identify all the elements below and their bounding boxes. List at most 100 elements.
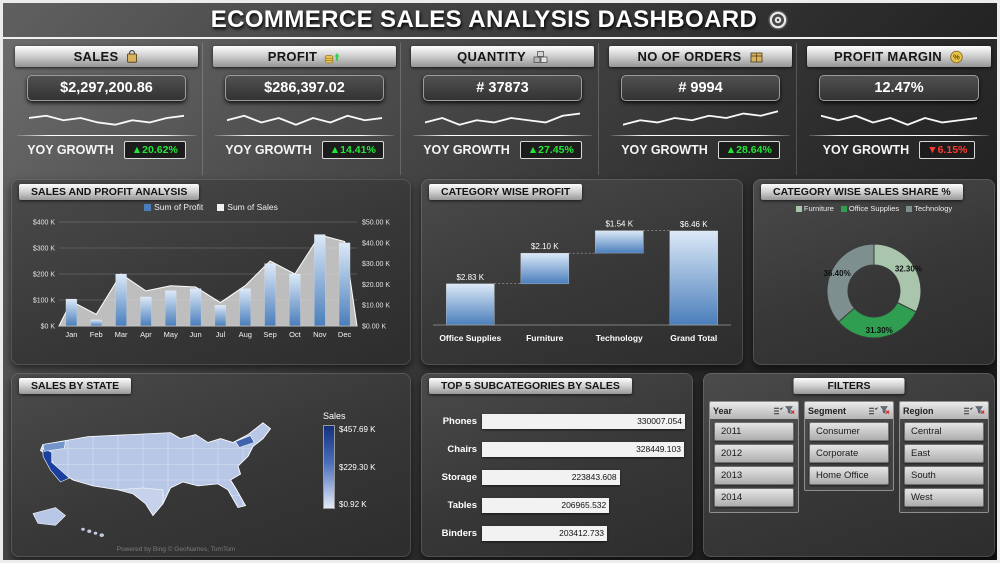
svg-text:$100 K: $100 K [33, 298, 56, 305]
yoy-row: YOY GROWTH ▲14.41% [213, 141, 396, 159]
svg-text:Jul: Jul [216, 330, 226, 339]
divider [413, 135, 592, 136]
slicer-option-corporate[interactable]: Corporate [809, 444, 889, 463]
multiselect-icon[interactable] [869, 406, 878, 415]
subcategory-label: Chairs [447, 443, 477, 455]
slicers: Year 2011 2012 2013 2014 Segment [709, 401, 989, 549]
top5-subcategories-panel: TOP 5 SUBCATEGORIES BY SALES Phones 33000… [421, 373, 693, 557]
slicer-option-2014[interactable]: 2014 [714, 488, 794, 507]
svg-text:Dec: Dec [338, 330, 352, 339]
slicer-option-east[interactable]: East [904, 444, 984, 463]
slicer-option-consumer[interactable]: Consumer [809, 422, 889, 441]
slicer-segment: Segment Consumer Corporate Home Office [804, 401, 894, 491]
kpi-header: QUANTITY [411, 46, 594, 67]
subcategory-bar: 328449.103 [482, 441, 684, 457]
orders-sparkline [623, 110, 778, 126]
multiselect-icon[interactable] [774, 406, 783, 415]
slicer-option-central[interactable]: Central [904, 422, 984, 441]
combo-legend: Sum of Profit Sum of Sales [11, 202, 411, 212]
divider [215, 135, 394, 136]
charts-row: SALES AND PROFIT ANALYSIS Sum of Profit … [11, 179, 995, 365]
kpi-label: SALES [73, 49, 119, 64]
svg-text:$20.00 K: $20.00 K [362, 282, 390, 289]
svg-text:Apr: Apr [140, 330, 152, 339]
subcategory-value: 203412.733 [559, 528, 605, 538]
category-sales-share-panel: CATEGORY WISE SALES SHARE % Furniture Off… [753, 179, 995, 365]
svg-text:May: May [164, 330, 178, 339]
dashboard-title: ECOMMERCE SALES ANALYSIS DASHBOARD [210, 6, 758, 33]
svg-text:$200 K: $200 K [33, 272, 56, 279]
svg-text:$10.00 K: $10.00 K [362, 303, 390, 310]
state-washington [42, 440, 66, 452]
slicer-header: Segment [805, 402, 893, 419]
slicer-name: Region [903, 405, 934, 416]
map-attribution: Powered by Bing © GeoNames, TomTom [116, 546, 236, 553]
yoy-growth-label: YOY GROWTH [225, 143, 312, 157]
slicer-options: Central East South West [900, 419, 988, 512]
bar-track: 330007.054 [482, 413, 685, 429]
svg-text:Jan: Jan [65, 330, 77, 339]
us-choropleth-map [32, 422, 272, 537]
svg-text:$2.10 K: $2.10 K [531, 242, 559, 251]
profit-sparkline [227, 114, 382, 126]
legend-swatch [795, 206, 802, 213]
legend-item: Sum of Sales [217, 202, 278, 212]
svg-text:Sep: Sep [263, 330, 276, 339]
top5-bar-chart: Phones 330007.054 Chairs 328449.103 Storage 2… [427, 407, 685, 547]
kpi-card-orders: NO OF ORDERS # 9994 YOY GROWTH ▲28.64% [605, 43, 797, 175]
svg-text:$1.54 K: $1.54 K [605, 220, 633, 229]
slicer-option-south[interactable]: South [904, 466, 984, 485]
slicer-option-2013[interactable]: 2013 [714, 466, 794, 485]
slicer-year: Year 2011 2012 2013 2014 [709, 401, 799, 513]
subcategory-label: Binders [441, 527, 477, 539]
kpi-value: # 37873 [423, 75, 582, 101]
multiselect-icon[interactable] [964, 406, 973, 415]
kpi-value: # 9994 [621, 75, 780, 101]
clear-filter-icon[interactable] [785, 406, 795, 415]
panel-title: SALES BY STATE [19, 378, 132, 394]
subcategory-bar: 206965.532 [482, 497, 610, 513]
kpi-header: PROFIT [213, 46, 396, 67]
money-bag-icon [324, 52, 340, 63]
svg-text:$50.00 K: $50.00 K [362, 220, 390, 227]
shopping-bag-icon [127, 50, 138, 63]
slicer-option-west[interactable]: West [904, 488, 984, 507]
slicer-option-home-office[interactable]: Home Office [809, 466, 889, 485]
svg-text:$400 K: $400 K [33, 220, 56, 227]
yoy-row: YOY GROWTH ▲20.62% [15, 141, 198, 159]
subcategory-bar: 330007.054 [482, 413, 685, 429]
legend-swatch [906, 206, 913, 213]
state-new-york [235, 435, 255, 448]
panel-title: SALES AND PROFIT ANALYSIS [19, 184, 200, 200]
bar-track: 223843.608 [482, 469, 685, 485]
slicer-options: Consumer Corporate Home Office [805, 419, 893, 490]
yoy-growth-label: YOY GROWTH [621, 143, 708, 157]
map-legend: Sales $457.69 K $229.30 K $0.92 K [323, 411, 403, 509]
legend-tick-max: $457.69 K [339, 425, 376, 434]
slicer-header: Year [710, 402, 798, 419]
kpi-card-sales: SALES $2,297,200.86 YOY GROWTH ▲20.62% [11, 43, 203, 175]
slicer-option-2012[interactable]: 2012 [714, 444, 794, 463]
kpi-card-profit: PROFIT $286,397.02 YOY GROWTH ▲14.41% [209, 43, 401, 175]
svg-text:$2.83 K: $2.83 K [456, 273, 484, 282]
package-icon [750, 52, 762, 62]
subcategory-row: Chairs 328449.103 [427, 435, 685, 463]
slicer-name: Year [713, 405, 733, 416]
divider [611, 135, 790, 136]
kpi-value: $2,297,200.86 [27, 75, 186, 101]
clear-filter-icon[interactable] [975, 406, 985, 415]
svg-text:Furniture: Furniture [526, 333, 564, 343]
boxes-icon [533, 50, 548, 63]
svg-text:Aug: Aug [239, 330, 252, 339]
slicer-option-2011[interactable]: 2011 [714, 422, 794, 441]
sales-by-state-panel: SALES BY STATE [11, 373, 411, 557]
legend-tick-min: $0.92 K [339, 500, 367, 509]
kpi-value: 12.47% [819, 75, 979, 101]
legend-tick-mid: $229.30 K [339, 462, 376, 472]
svg-text:Oct: Oct [289, 330, 302, 339]
yoy-row: YOY GROWTH ▼6.15% [807, 141, 991, 159]
filters-panel: FILTERS Year 2011 2012 2013 2014 Segment [703, 373, 995, 557]
clear-filter-icon[interactable] [880, 406, 890, 415]
svg-text:Office Supplies: Office Supplies [439, 333, 501, 343]
kpi-value: $286,397.02 [225, 75, 384, 101]
